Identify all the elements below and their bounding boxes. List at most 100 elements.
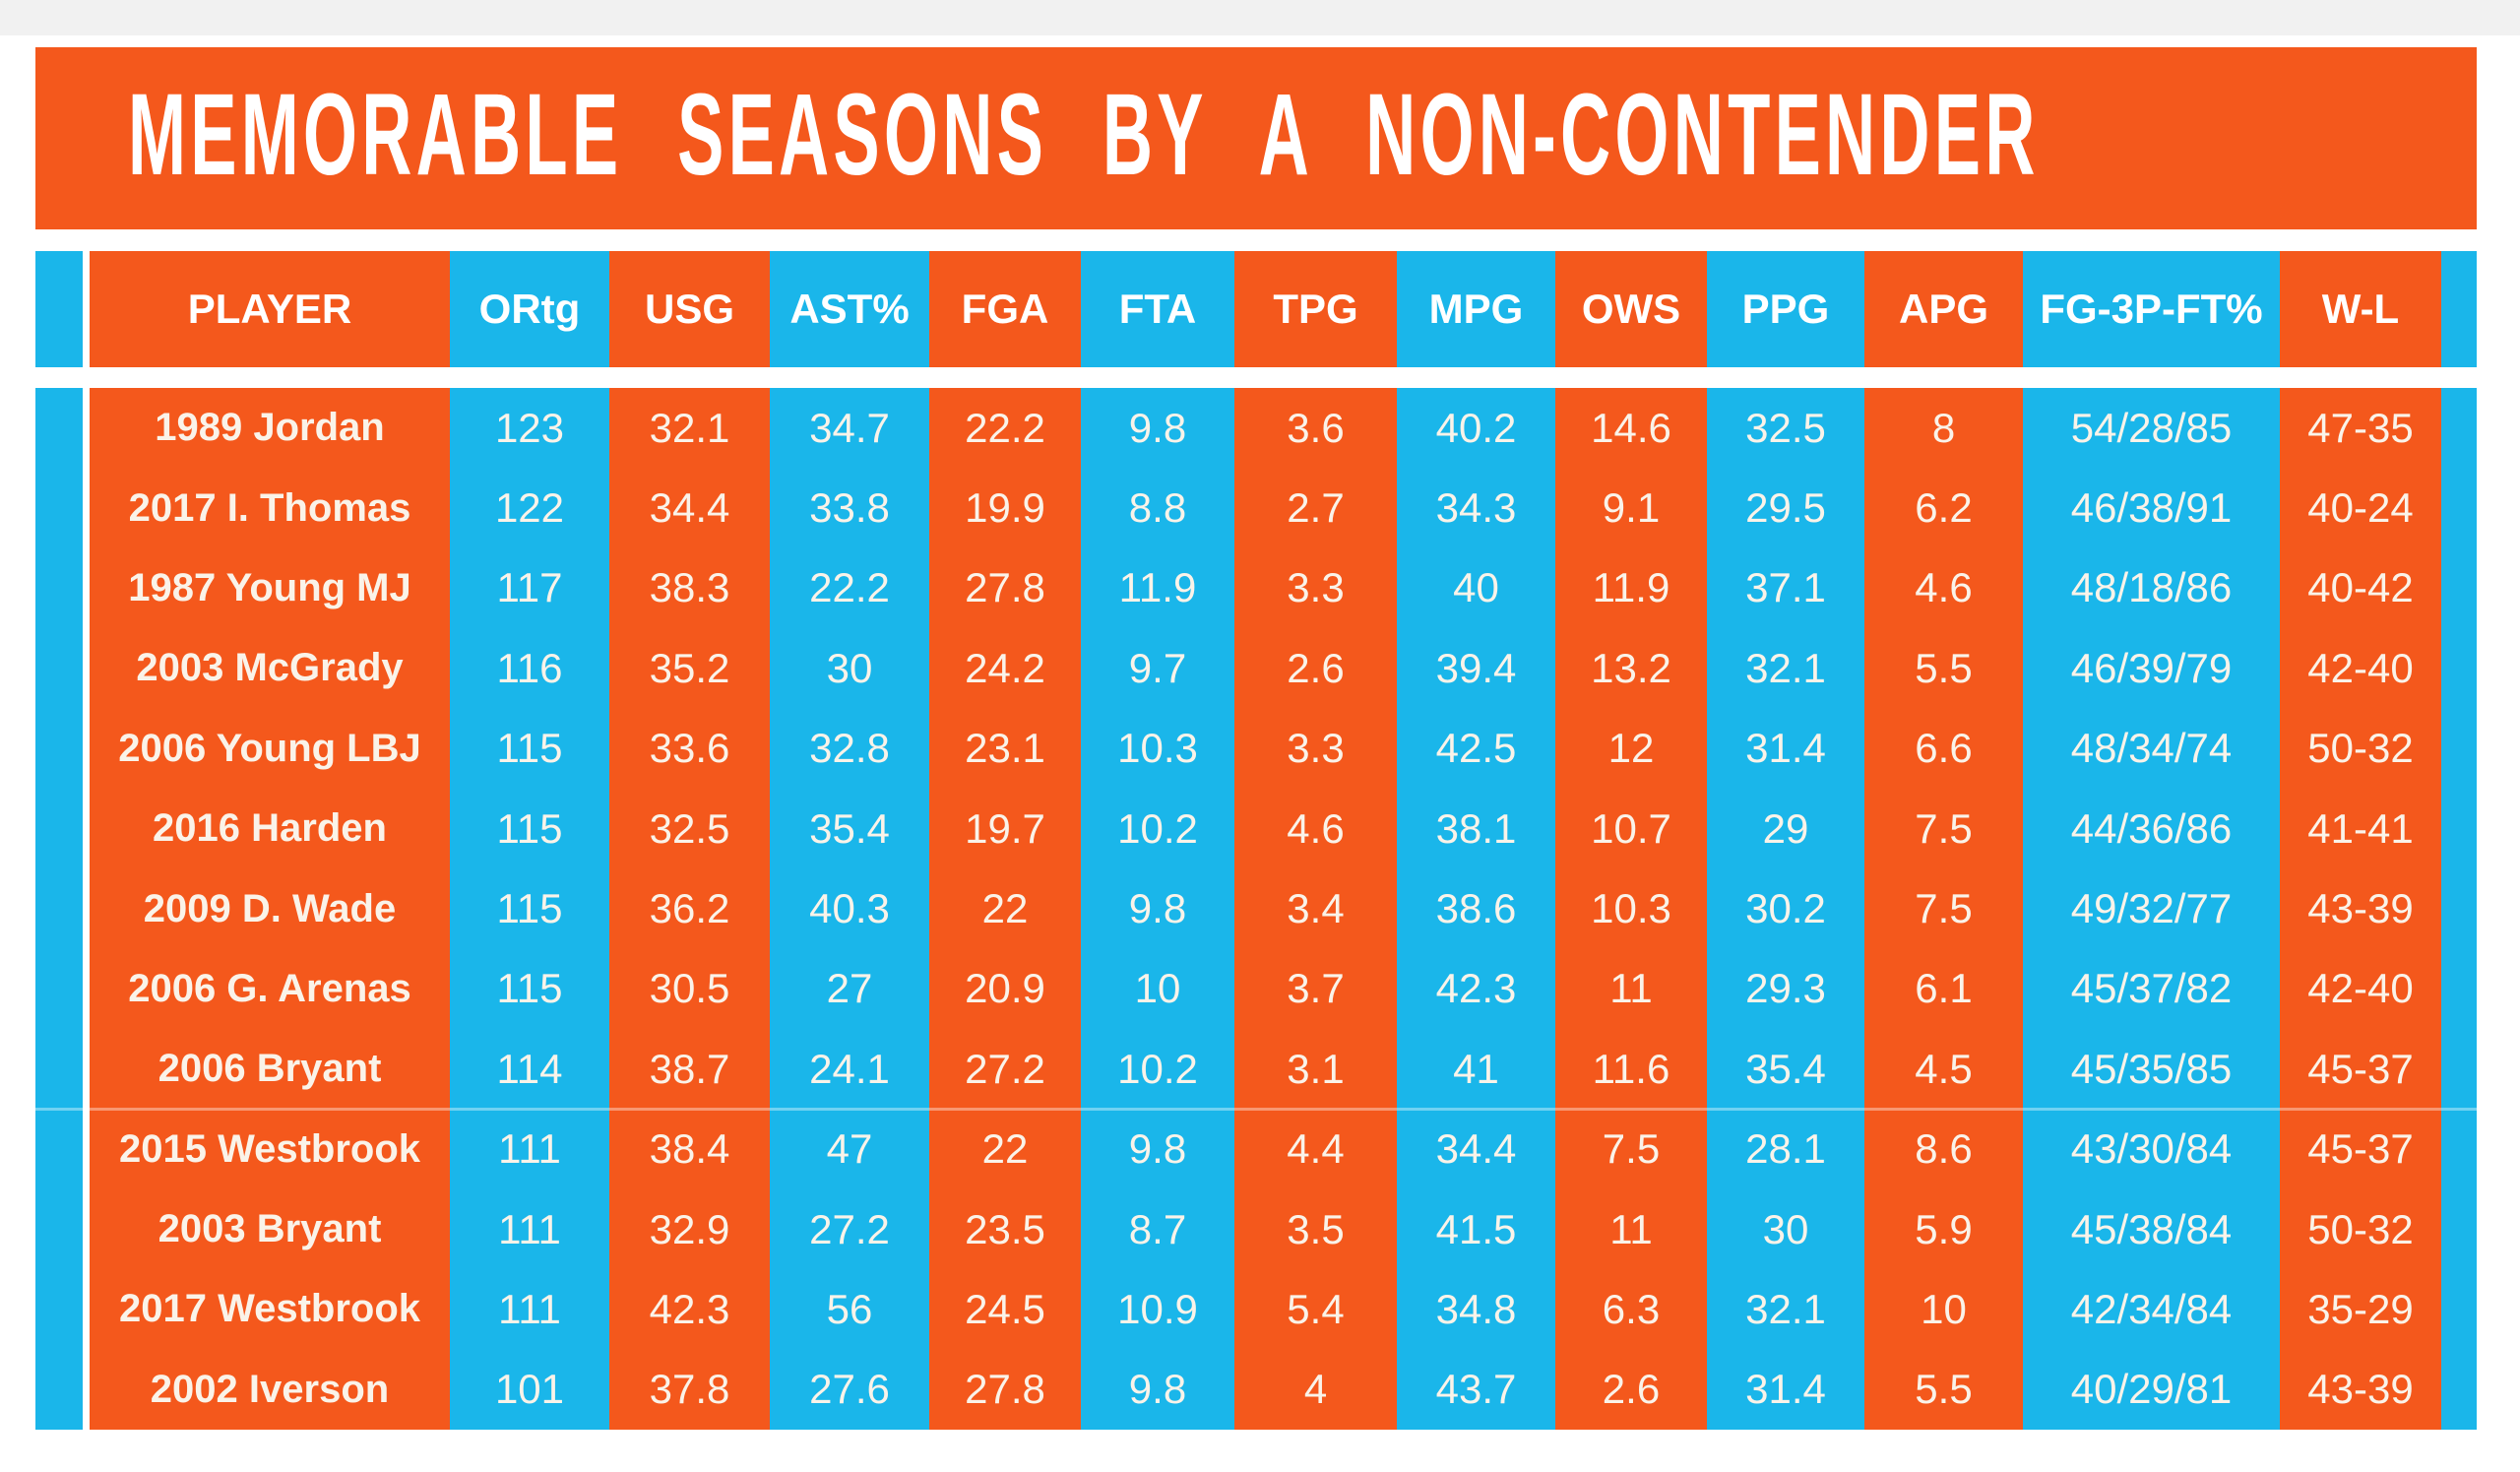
- stat-cell: 10.2: [1081, 1029, 1234, 1110]
- stat-cell: 115: [450, 948, 609, 1030]
- stat-cell: 28.1: [1707, 1109, 1864, 1189]
- stat-cell: 19.9: [929, 468, 1081, 548]
- stat-cell: 34.4: [609, 468, 770, 548]
- stat-cell: 45-37: [2280, 1029, 2441, 1110]
- stat-cell: 27.8: [929, 547, 1081, 629]
- table-row: 2003 Bryant 111 32.9 27.2 23.5 8.7 3.5 41.5 11 30…: [90, 1188, 2441, 1270]
- stat-cell: 11.9: [1555, 547, 1707, 629]
- stat-cell: 6.2: [1864, 468, 2023, 548]
- stat-cell: 3.5: [1234, 1188, 1397, 1270]
- stat-cell: 11: [1555, 948, 1707, 1030]
- stat-cell: 40: [1397, 547, 1555, 629]
- stat-cell: 49/32/77: [2023, 868, 2280, 949]
- stat-cell: 24.1: [770, 1029, 929, 1110]
- player-cell: 2015 Westbrook: [90, 1109, 450, 1189]
- stat-cell: 30.5: [609, 948, 770, 1030]
- stat-cell: 13.2: [1555, 628, 1707, 709]
- stat-cell: 6.1: [1864, 948, 2023, 1030]
- stat-cell: 10.3: [1555, 868, 1707, 949]
- stat-cell: 32.5: [609, 788, 770, 869]
- stat-cell: 40-24: [2280, 468, 2441, 548]
- stat-cell: 35.4: [1707, 1029, 1864, 1110]
- stat-cell: 45-37: [2280, 1109, 2441, 1189]
- stat-cell: 22.2: [929, 388, 1081, 469]
- stat-cell: 9.8: [1081, 1349, 1234, 1431]
- stat-cell: 3.3: [1234, 547, 1397, 629]
- stat-cell: 2.7: [1234, 468, 1397, 548]
- stat-cell: 8: [1864, 388, 2023, 469]
- stat-cell: 115: [450, 868, 609, 949]
- stat-cell: 111: [450, 1269, 609, 1350]
- stat-cell: 11: [1555, 1188, 1707, 1270]
- title-banner: MEMORABLE SEASONS BY A NON-CONTENDER: [35, 47, 2477, 229]
- stat-cell: 111: [450, 1109, 609, 1189]
- player-cell: 2017 Westbrook: [90, 1269, 450, 1350]
- player-cell: 1987 Young MJ: [90, 547, 450, 629]
- stat-cell: 8.7: [1081, 1188, 1234, 1270]
- stat-cell: 10.9: [1081, 1269, 1234, 1350]
- stat-cell: 111: [450, 1188, 609, 1270]
- right-accent-bar-body: [2441, 388, 2477, 1430]
- column-header-ast-: AST%: [770, 251, 929, 367]
- stat-cell: 30: [770, 628, 929, 709]
- column-header-ows: OWS: [1555, 251, 1707, 367]
- stat-cell: 7.5: [1864, 788, 2023, 869]
- stat-cell: 32.8: [770, 708, 929, 789]
- stat-cell: 40.2: [1397, 388, 1555, 469]
- column-header-ppg: PPG: [1707, 251, 1864, 367]
- stat-cell: 43-39: [2280, 1349, 2441, 1431]
- stat-cell: 11.6: [1555, 1029, 1707, 1110]
- table-row: 2016 Harden 115 32.5 35.4 19.7 10.2 4.6 38.1 10.…: [90, 788, 2441, 869]
- stat-cell: 7.5: [1555, 1109, 1707, 1189]
- header-row: PLAYER ORtg USG AST% FGA FTA TPG MPG OWS PPG APG FG…: [90, 251, 2441, 367]
- table-row: 2006 Bryant 114 38.7 24.1 27.2 10.2 3.1 41 11.6 3…: [90, 1029, 2441, 1110]
- stat-cell: 38.1: [1397, 788, 1555, 869]
- table-body: 1989 Jordan 123 32.1 34.7 22.2 9.8 3.6 40.2 14.6…: [90, 388, 2441, 1431]
- stat-cell: 41-41: [2280, 788, 2441, 869]
- column-header-ortg: ORtg: [450, 251, 609, 367]
- stat-cell: 123: [450, 388, 609, 469]
- stat-cell: 50-32: [2280, 1188, 2441, 1270]
- column-header-fta: FTA: [1081, 251, 1234, 367]
- table-row: 2003 McGrady 116 35.2 30 24.2 9.7 2.6 39.4 13.2 3…: [90, 628, 2441, 709]
- stat-cell: 45/38/84: [2023, 1188, 2280, 1270]
- table-row: 2002 Iverson 101 37.8 27.6 27.8 9.8 4 43.7 2.6 31…: [90, 1349, 2441, 1431]
- stat-cell: 115: [450, 708, 609, 789]
- stat-cell: 23.1: [929, 708, 1081, 789]
- stat-cell: 27: [770, 948, 929, 1030]
- stat-cell: 10: [1081, 948, 1234, 1030]
- stat-cell: 9.8: [1081, 1109, 1234, 1189]
- stat-cell: 6.6: [1864, 708, 2023, 789]
- stat-cell: 32.5: [1707, 388, 1864, 469]
- stat-cell: 45/37/82: [2023, 948, 2280, 1030]
- stat-cell: 47: [770, 1109, 929, 1189]
- column-header-mpg: MPG: [1397, 251, 1555, 367]
- player-cell: 2003 McGrady: [90, 628, 450, 709]
- stat-cell: 27.8: [929, 1349, 1081, 1431]
- stat-cell: 40.3: [770, 868, 929, 949]
- left-accent-bar-body: [35, 388, 83, 1430]
- stat-cell: 27.2: [929, 1029, 1081, 1110]
- stat-cell: 9.8: [1081, 868, 1234, 949]
- stat-cell: 43/30/84: [2023, 1109, 2280, 1189]
- stat-cell: 10.7: [1555, 788, 1707, 869]
- stat-cell: 32.9: [609, 1188, 770, 1270]
- stat-cell: 46/38/91: [2023, 468, 2280, 548]
- stat-cell: 47-35: [2280, 388, 2441, 469]
- player-cell: 2017 I. Thomas: [90, 468, 450, 548]
- stat-cell: 34.3: [1397, 468, 1555, 548]
- column-header-usg: USG: [609, 251, 770, 367]
- stat-cell: 34.7: [770, 388, 929, 469]
- stat-cell: 6.3: [1555, 1269, 1707, 1350]
- stat-cell: 11.9: [1081, 547, 1234, 629]
- player-cell: 2006 Bryant: [90, 1029, 450, 1110]
- stat-cell: 41: [1397, 1029, 1555, 1110]
- player-cell: 2006 G. Arenas: [90, 948, 450, 1030]
- stat-cell: 14.6: [1555, 388, 1707, 469]
- stat-cell: 117: [450, 547, 609, 629]
- stat-cell: 42-40: [2280, 628, 2441, 709]
- stat-cell: 32.1: [1707, 628, 1864, 709]
- stat-cell: 8.6: [1864, 1109, 2023, 1189]
- stat-cell: 46/39/79: [2023, 628, 2280, 709]
